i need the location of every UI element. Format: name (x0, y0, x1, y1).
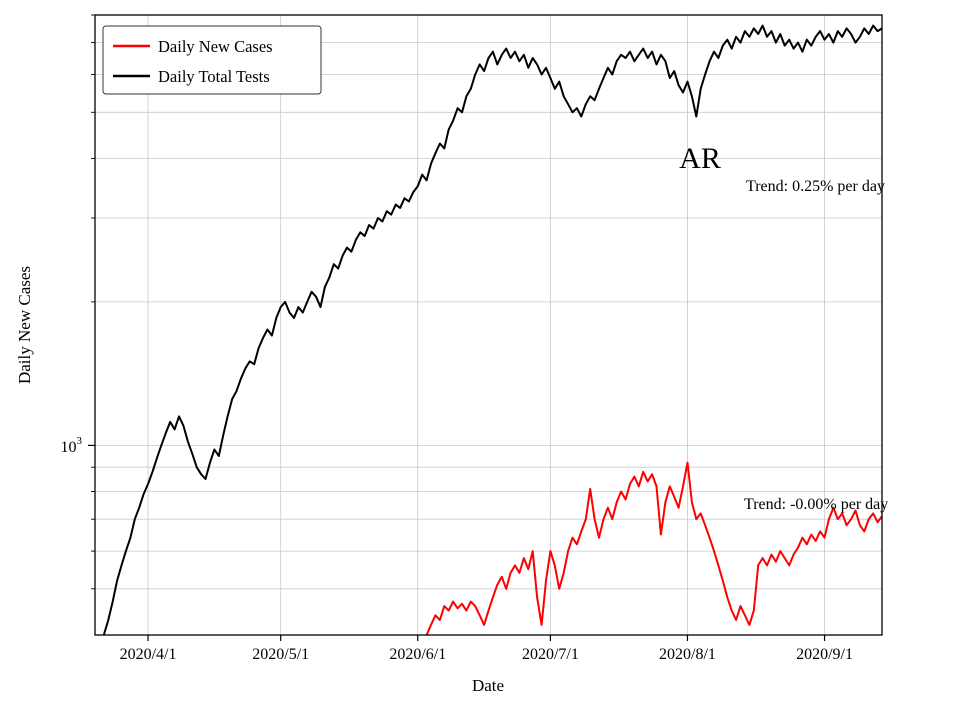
axes-layer: 2020/4/1 2020/5/1 2020/6/1 2020/7/1 2020/8/1… (88, 14, 883, 663)
tests-trend-annotation: Trend: 0.25% per day (746, 178, 885, 195)
series-line-cases (425, 461, 882, 635)
x-tick-label: 2020/8/1 (659, 646, 716, 663)
plot-border (94, 14, 883, 636)
x-tick-label: 2020/7/1 (522, 646, 579, 663)
x-tick-label: 2020/5/1 (252, 646, 309, 663)
legend-label-tests: Daily Total Tests (158, 67, 270, 86)
plot-background (95, 15, 882, 635)
x-axis-label: Date (472, 676, 504, 695)
legend-box (102, 25, 322, 95)
x-tick-label: 2020/4/1 (120, 646, 177, 663)
y-axis-label: Daily New Cases (15, 266, 34, 384)
y-major-tick-label: 103 (61, 435, 83, 456)
cases-trend-annotation: Trend: -0.00% per day (744, 496, 888, 513)
series-line-tests (102, 24, 882, 635)
x-tick-label: 2020/6/1 (389, 646, 446, 663)
legend: Daily New Cases Daily Total Tests (102, 25, 322, 95)
series-layer (102, 24, 882, 635)
legend-label-cases: Daily New Cases (158, 37, 273, 56)
x-tick-label: 2020/9/1 (796, 646, 853, 663)
state-label: AR (679, 142, 721, 175)
